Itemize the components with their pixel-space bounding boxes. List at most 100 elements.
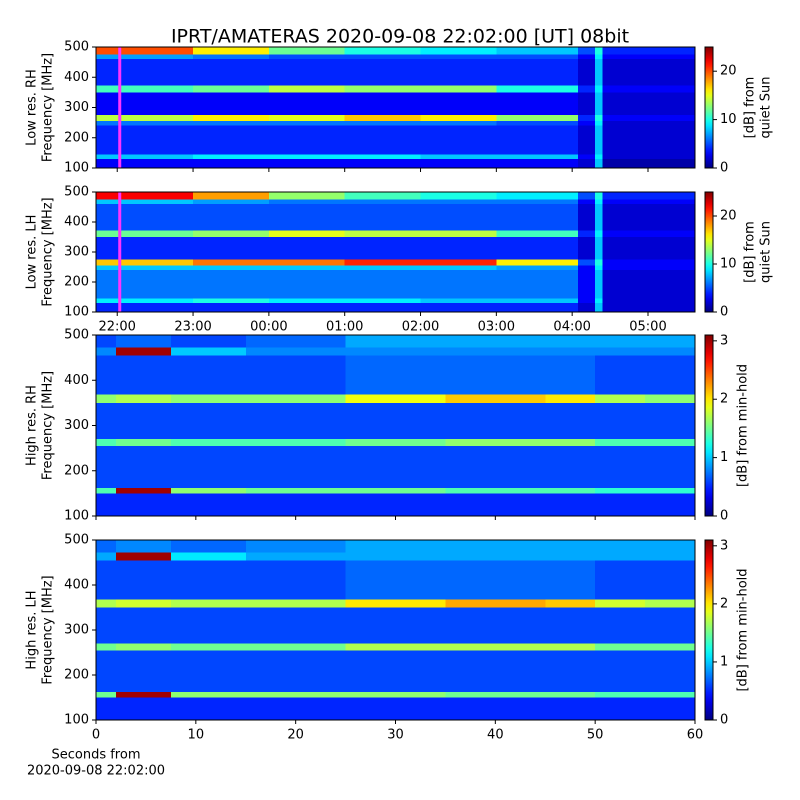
- heatmap-cell: [578, 199, 595, 204]
- heatmap-cell: [545, 552, 596, 561]
- heatmap-cell: [170, 335, 246, 348]
- heatmap-cell: [445, 643, 546, 651]
- heatmap-cell: [245, 692, 346, 698]
- heatmap-cell: [595, 643, 646, 651]
- heatmap-cell: [96, 402, 116, 440]
- heatmap-cell: [496, 259, 579, 266]
- heatmap-cell: [445, 487, 546, 494]
- heatmap-cell: [193, 230, 269, 237]
- heatmap-cell: [96, 92, 194, 116]
- heatmap-cell: [595, 560, 646, 600]
- heatmap-cell: [170, 402, 246, 440]
- heatmap-cell: [170, 439, 246, 446]
- y-tick-label: 500: [64, 185, 89, 200]
- heatmap-cell: [594, 54, 603, 60]
- heatmap-cell: [578, 115, 595, 122]
- y-axis-label: High res. RH: [25, 385, 40, 466]
- heatmap-cell: [578, 192, 595, 200]
- colorbar-tick-label: 0: [720, 713, 728, 728]
- heatmap-cell: [496, 158, 579, 168]
- x-tick-label: 05:00: [629, 320, 666, 335]
- heatmap-cell: [170, 552, 246, 561]
- colorbar-label: quiet Sun: [759, 76, 774, 138]
- heatmap-cell: [268, 121, 345, 126]
- y-tick-label: 500: [64, 533, 89, 548]
- heatmap-cell: [602, 298, 695, 303]
- heatmap-cell: [193, 259, 269, 266]
- heatmap-cell: [170, 643, 246, 651]
- heatmap-cell: [96, 445, 116, 488]
- heatmap-cell: [594, 158, 603, 168]
- heatmap-cell: [420, 54, 497, 60]
- heatmap-cell: [420, 265, 497, 270]
- heatmap-cell: [496, 199, 579, 204]
- heatmap-cell: [96, 540, 116, 553]
- heatmap-cell: [602, 270, 695, 299]
- heatmap-cell: [96, 560, 116, 600]
- heatmap-cell: [602, 192, 695, 200]
- heatmap-cell: [595, 402, 646, 440]
- heatmap-cell: [96, 643, 116, 651]
- heatmap-cell: [445, 607, 546, 644]
- y-tick-label: 300: [64, 100, 89, 115]
- heatmap-cell: [268, 237, 345, 260]
- figure-title: IPRT/AMATERAS 2020-09-08 22:02:00 [UT] 0…: [171, 26, 629, 48]
- heatmap-cell: [268, 92, 345, 116]
- heatmap-cell: [115, 335, 171, 348]
- heatmap-cell: [245, 402, 346, 440]
- heatmap-cell: [594, 47, 603, 55]
- heatmap-cell: [645, 335, 695, 348]
- heatmap-cell: [170, 347, 246, 356]
- heatmap-cell: [344, 54, 421, 60]
- heatmap-cell: [602, 59, 695, 86]
- heatmap-cell: [96, 158, 194, 168]
- heatmap-cell: [96, 199, 194, 204]
- heatmap-cell: [594, 85, 603, 93]
- heatmap-cell: [602, 237, 695, 260]
- heatmap-cell: [420, 85, 497, 93]
- heatmap-cell: [420, 270, 497, 299]
- heatmap-cell: [545, 599, 596, 608]
- heatmap-cell: [115, 607, 171, 644]
- heatmap-cell: [115, 599, 171, 608]
- heatmap-cell: [170, 599, 246, 608]
- x-tick-label: 40: [487, 728, 504, 743]
- heatmap-cell: [445, 540, 546, 553]
- colorbar: [704, 46, 714, 169]
- heatmap-cell: [496, 237, 579, 260]
- heatmap-cell: [602, 158, 695, 168]
- y-tick-label: 100: [64, 161, 89, 176]
- heatmap-cell: [344, 121, 421, 126]
- heatmap-cell: [245, 493, 346, 516]
- heatmap-cell: [170, 607, 246, 644]
- heatmap-cell: [345, 540, 446, 553]
- heatmap-cell: [545, 439, 596, 446]
- heatmap-cell: [268, 204, 345, 231]
- heatmap-cell: [496, 192, 579, 200]
- heatmap-cell: [545, 355, 596, 395]
- heatmap-cell: [193, 92, 269, 116]
- y-tick-label: 300: [64, 623, 89, 638]
- colorbar-label: quiet Sun: [759, 221, 774, 283]
- heatmap-cell: [345, 692, 446, 698]
- heatmap-cell: [115, 439, 171, 446]
- x-tick-label: 60: [687, 728, 704, 743]
- heatmap-cell: [595, 347, 646, 356]
- heatmap-cell: [496, 54, 579, 60]
- heatmap-cell: [545, 697, 596, 720]
- x-tick-label: 22:00: [98, 320, 135, 335]
- heatmap-cell: [193, 59, 269, 86]
- heatmap-cell: [193, 85, 269, 93]
- heatmap-cell: [602, 204, 695, 231]
- heatmap-cell: [96, 650, 116, 693]
- heatmap-cell: [496, 265, 579, 270]
- heatmap-cell: [96, 270, 194, 299]
- heatmap-cell: [193, 199, 269, 204]
- heatmap-cell: [578, 237, 595, 260]
- heatmap-cell: [595, 445, 646, 488]
- heatmap-cell: [420, 47, 497, 55]
- heatmap-cell: [594, 199, 603, 204]
- heatmap-cell: [345, 493, 446, 516]
- y-tick-label: 500: [64, 328, 89, 343]
- y-tick-label: 200: [64, 668, 89, 683]
